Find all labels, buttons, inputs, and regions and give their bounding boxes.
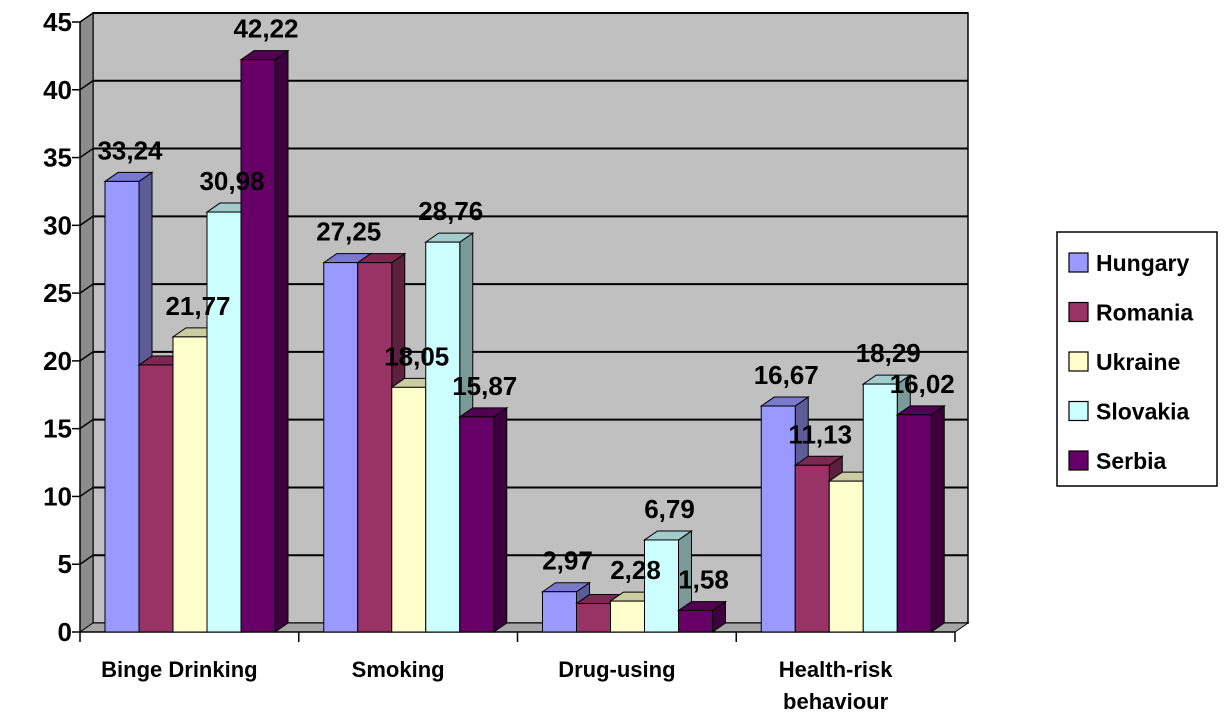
gridline-side (79, 215, 94, 226)
data-label: 2,97 (542, 546, 593, 576)
bar-serbia (239, 49, 290, 633)
data-labels: 33,24 21,77 30,98 42,22 27,25 18,05 28,76 15,87… (97, 14, 954, 595)
y-tick-label: 30 (43, 210, 72, 240)
legend-swatch (1068, 252, 1089, 273)
data-label: 28,76 (418, 196, 483, 226)
data-label: 18,05 (384, 341, 449, 371)
legend-swatch (1068, 400, 1089, 422)
bar-side (274, 49, 289, 633)
bar-serbia (458, 406, 509, 633)
bar-front (576, 603, 611, 633)
data-label: 2,28 (610, 555, 661, 585)
x-category-label: Smoking (352, 657, 445, 682)
gridline-side (79, 283, 94, 294)
legend-swatch (1068, 301, 1089, 323)
gridline-side (79, 147, 94, 159)
x-category-label: Binge Drinking (101, 657, 257, 682)
gridline-side (79, 486, 94, 498)
gridline-side (79, 12, 94, 23)
bar-front (896, 414, 932, 633)
data-label: 11,13 (788, 419, 852, 449)
x-category-label: Health-risk (779, 657, 893, 682)
bar-front (357, 262, 393, 633)
bar-side (493, 406, 508, 633)
bar-serbia (676, 600, 728, 633)
bar-front (206, 211, 242, 633)
data-label: 33,24 (97, 135, 163, 165)
side-wall (79, 12, 94, 633)
y-tick-label: 0 (58, 617, 72, 647)
bar-front (794, 464, 830, 633)
bar-front (542, 591, 577, 633)
gridline-side (79, 419, 94, 430)
axes: 0 5 10 15 20 25 30 35 40 45 Binge Drinking Smoking D… (43, 7, 956, 714)
data-label: 16,02 (890, 369, 955, 399)
data-label: 27,25 (316, 217, 381, 247)
gridline-side (79, 554, 94, 565)
bar-front (104, 180, 140, 633)
legend: Hungary Romania Ukraine Slovakia Serbia (1056, 231, 1218, 487)
bar-front (240, 59, 276, 633)
bar-front (862, 383, 898, 633)
x-category-label: Drug-using (558, 657, 675, 682)
data-label: 18,29 (856, 338, 921, 368)
bar-front (391, 386, 427, 633)
legend-label: Romania (1096, 300, 1193, 326)
bar-front (172, 336, 208, 633)
y-tick-label: 15 (43, 414, 72, 444)
data-label: 1,58 (678, 565, 729, 595)
bars (103, 49, 946, 633)
bar-front (644, 539, 679, 633)
y-tick-label: 35 (43, 143, 72, 173)
gridline-side (79, 351, 94, 362)
bar-side (930, 404, 945, 633)
bar-serbia (895, 404, 946, 633)
bar-front (459, 416, 495, 633)
data-label: 30,98 (199, 166, 264, 196)
data-label: 21,77 (165, 291, 230, 321)
bar-front (425, 241, 461, 633)
bar-ukraine (390, 377, 441, 633)
legend-swatch (1068, 450, 1089, 471)
bar-front (828, 480, 864, 633)
bar-hungary (540, 581, 592, 633)
data-label: 16,67 (754, 360, 819, 390)
x-category-label: behaviour (783, 689, 889, 714)
legend-label: Slovakia (1096, 399, 1190, 425)
legend-label: Ukraine (1096, 349, 1180, 375)
data-label: 15,87 (452, 371, 517, 401)
y-tick-label: 5 (58, 549, 72, 579)
y-tick-label: 25 (43, 278, 72, 308)
bar-hungary (759, 396, 810, 633)
bar-front (678, 610, 713, 633)
legend-label: Serbia (1096, 448, 1167, 474)
bar-front (323, 262, 359, 633)
data-label: 42,22 (233, 14, 298, 44)
y-tick-label: 40 (43, 75, 72, 105)
y-tick-label: 10 (43, 481, 72, 511)
bar-front (610, 600, 645, 633)
legend-swatch (1068, 351, 1089, 372)
gridline-side (79, 80, 94, 91)
y-tick-label: 45 (43, 7, 72, 37)
bar-front (760, 405, 796, 633)
data-label: 6,79 (644, 494, 695, 524)
legend-label: Hungary (1096, 250, 1190, 276)
bar-front (138, 364, 174, 633)
legend-box (1056, 231, 1218, 487)
y-tick-label: 20 (43, 346, 72, 376)
